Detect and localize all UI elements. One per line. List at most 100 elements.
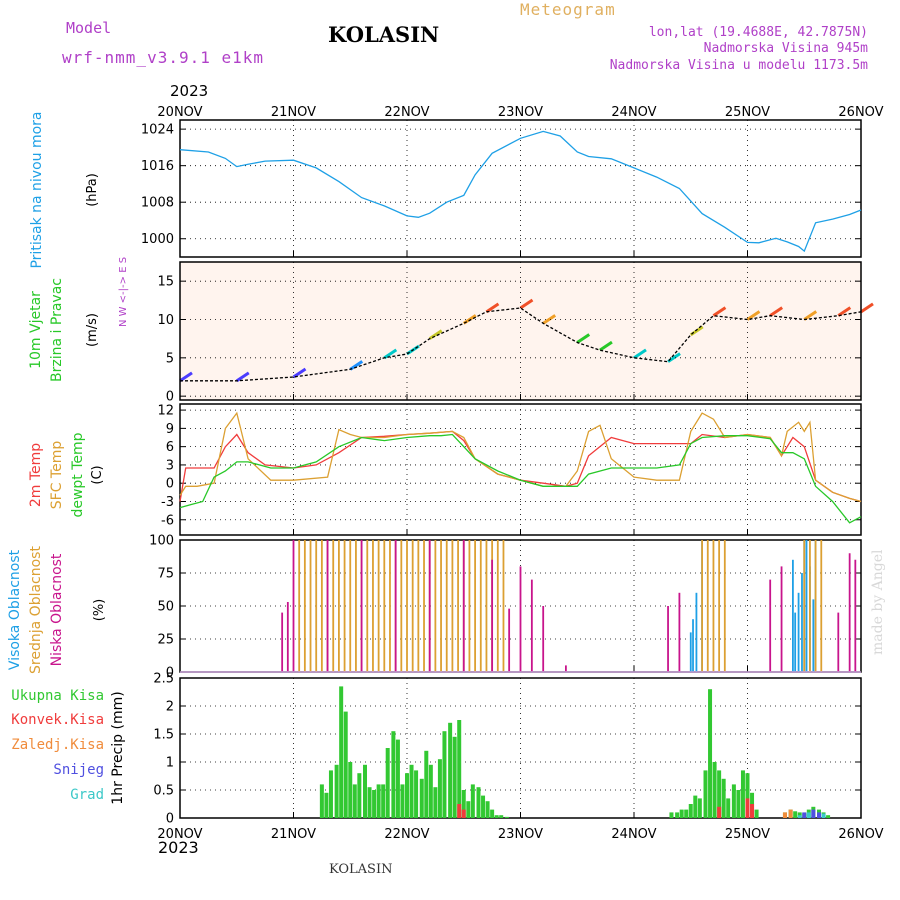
bar — [367, 787, 372, 818]
meteogram-title: Meteogram — [520, 0, 616, 19]
ylabel-wind-sub: Brzina i Pravac — [49, 278, 65, 382]
bar — [448, 722, 453, 818]
bar — [328, 770, 333, 818]
y-tick-label: 1.5 — [153, 728, 174, 743]
bar — [324, 792, 329, 818]
x-tick-label-bottom: 23NOV — [498, 827, 543, 842]
year-top: 2023 — [170, 82, 209, 100]
bar — [817, 812, 822, 818]
precip-legend-item: Konvek.Kisa — [11, 712, 104, 728]
ylabel-precip-unit: 1hr Precip (mm) — [110, 691, 126, 804]
ylabel-wind: 10m Vjetar — [28, 291, 44, 369]
bar — [481, 795, 486, 818]
wind-barb — [383, 348, 398, 360]
bar — [821, 813, 826, 818]
wind-barb — [519, 298, 534, 310]
ylabel-cloud-low: Niska Oblacnost — [49, 553, 65, 666]
bar — [452, 736, 457, 818]
y-tick-label: 3 — [166, 458, 174, 473]
ylabel-pressure-unit: (hPa) — [85, 173, 100, 207]
x-tick-label-bottom: 26NOV — [838, 827, 883, 842]
bar — [712, 762, 717, 818]
footer-station: KOLASIN — [329, 862, 393, 877]
bar — [688, 804, 693, 818]
x-tick-label-top: 22NOV — [384, 105, 429, 120]
bar — [352, 784, 357, 818]
bar — [476, 787, 481, 818]
wind-barb — [485, 302, 500, 314]
bar — [754, 809, 759, 818]
bar — [736, 790, 741, 818]
x-tick-label-top: 21NOV — [271, 105, 316, 120]
elevation-text: Nadmorska Visina 945m — [703, 41, 868, 56]
precip-legend-item: Ukupna Kisa — [11, 688, 104, 704]
bar — [806, 812, 811, 818]
y-tick-label: 75 — [157, 567, 174, 582]
x-tick-label-bottom: 21NOV — [271, 827, 316, 842]
precip-legend-item: Grad — [70, 787, 104, 803]
bar — [721, 778, 726, 818]
compass-label: N W <-|-> E S — [118, 257, 129, 327]
x-tick-label-bottom: 20NOV — [157, 827, 202, 842]
y-tick-label: 1000 — [141, 232, 174, 247]
y-tick-label: 9 — [166, 422, 174, 437]
y-tick-label: 100 — [149, 534, 174, 549]
bar — [745, 798, 750, 818]
x-tick-label-top: 24NOV — [611, 105, 656, 120]
ylabel-wind-unit: (m/s) — [85, 313, 100, 347]
panel-pressure: 1000 1008 1016 1024 — [141, 119, 862, 258]
wind-barb — [179, 371, 193, 383]
bar — [461, 790, 466, 818]
bar — [811, 809, 816, 818]
bar — [717, 806, 722, 818]
bar — [405, 773, 409, 818]
x-tick-label-bottom: 24NOV — [611, 827, 656, 842]
bar — [693, 795, 698, 818]
y-tick-label: 2.5 — [153, 672, 174, 687]
x-tick-label-top: 20NOV — [157, 105, 202, 120]
wind-barb — [860, 302, 874, 314]
bar — [726, 798, 731, 818]
y-tick-label: 50 — [157, 600, 174, 615]
ylabel-tsfc: SFC Temp — [49, 441, 65, 510]
x-tick-label-top: 23NOV — [498, 105, 543, 120]
bar — [400, 784, 405, 818]
precip-legend-item: Snijeg — [53, 762, 104, 778]
bar — [428, 764, 433, 818]
ylabel-cloud-high: Visoka Oblacnost — [7, 549, 23, 670]
bar — [381, 784, 386, 818]
bar — [684, 809, 689, 818]
x-tick-label-bottom: 22NOV — [384, 827, 429, 842]
bar — [372, 790, 377, 818]
y-tick-label: -3 — [161, 495, 174, 510]
bar — [376, 784, 381, 818]
panel-precipitation: 0 0.5 1 1.5 2 2.5 — [153, 672, 862, 827]
bar — [419, 778, 424, 818]
bar — [424, 750, 429, 818]
y-tick-label: 5 — [166, 351, 174, 366]
ylabel-dewpt: dewpt Temp — [70, 432, 86, 517]
wind-barb — [837, 306, 852, 317]
y-tick-label: 0 — [166, 390, 174, 405]
wind-barb — [292, 367, 307, 379]
y-tick-label: 0 — [166, 666, 174, 681]
wind-barb — [349, 360, 364, 371]
bar — [782, 812, 787, 818]
y-tick-label: 1016 — [141, 159, 174, 174]
precip-legend-item: Zaledj.Kisa — [11, 737, 104, 753]
ylabel-t2m: 2m Temp — [28, 443, 44, 507]
bar — [788, 809, 793, 818]
bar — [499, 815, 504, 818]
bar — [802, 812, 807, 818]
bar — [343, 711, 348, 818]
wind-barb — [633, 348, 647, 360]
x-tick-label-top: 26NOV — [838, 105, 883, 120]
y-tick-label: 15 — [157, 275, 174, 290]
y-tick-label: 0 — [166, 477, 174, 492]
y-tick-label: 1 — [166, 756, 174, 771]
bar — [357, 773, 362, 818]
y-tick-label: 0.5 — [153, 784, 174, 799]
y-tick-label: 25 — [157, 633, 174, 648]
